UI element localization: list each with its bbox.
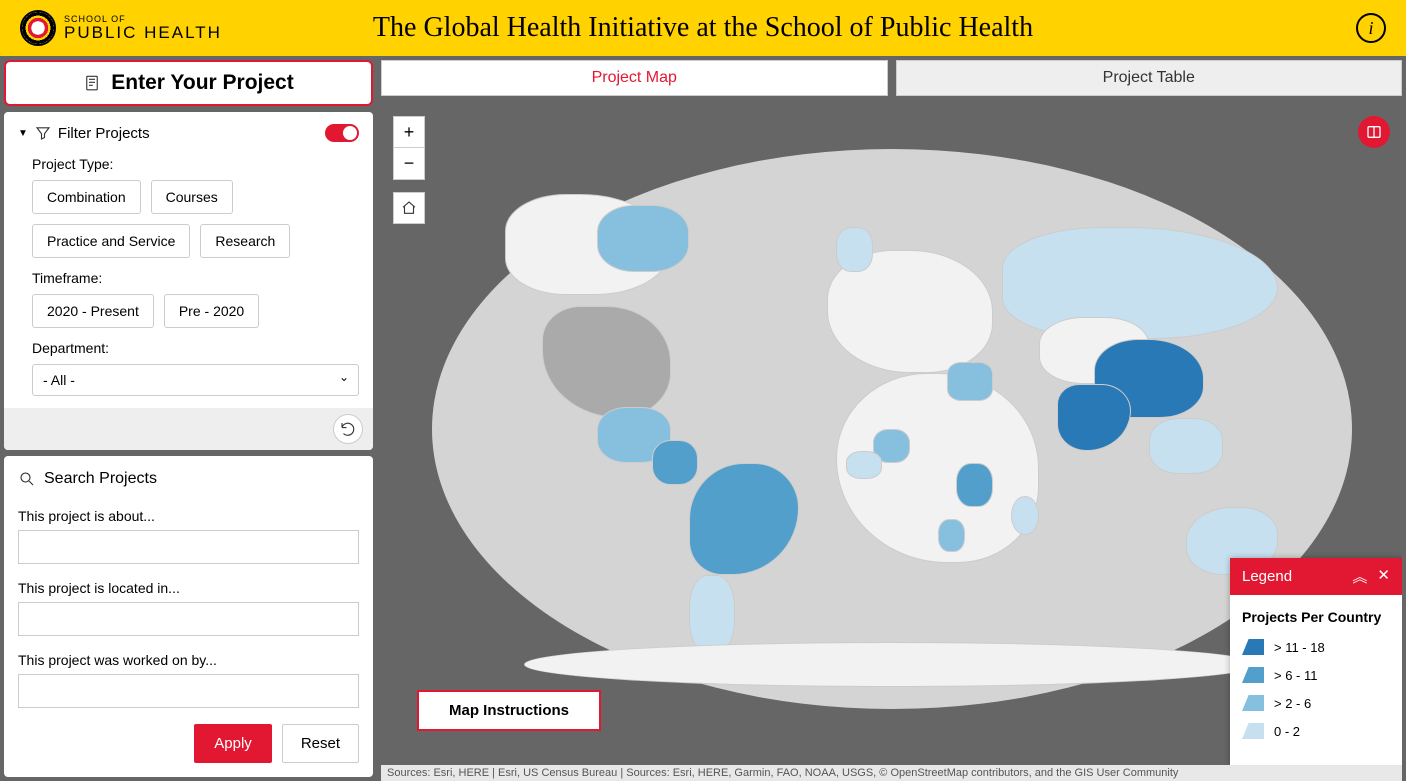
search-icon <box>18 470 36 488</box>
legend-panel: Legend ︽ ✕ Projects Per Country > 11 - 1… <box>1230 558 1402 765</box>
legend-toggle-button[interactable] <box>1358 116 1390 148</box>
zoom-in-button[interactable]: + <box>393 116 425 148</box>
undo-icon <box>339 420 357 438</box>
about-input[interactable] <box>18 530 359 564</box>
tab-project-map[interactable]: Project Map <box>381 60 888 96</box>
located-input[interactable] <box>18 602 359 636</box>
filter-title: Filter Projects <box>58 125 319 142</box>
apply-button[interactable]: Apply <box>194 724 272 763</box>
project-type-chip[interactable]: Courses <box>151 180 233 214</box>
legend-item-label: > 11 - 18 <box>1274 640 1325 655</box>
collapse-caret-icon[interactable]: ▼ <box>18 128 28 139</box>
header-bar: SCHOOL OF PUBLIC HEALTH The Global Healt… <box>0 0 1406 56</box>
timeframe-chip[interactable]: 2020 - Present <box>32 294 154 328</box>
legend-item-label: 0 - 2 <box>1274 724 1300 739</box>
timeframe-label: Timeframe: <box>32 270 359 286</box>
legend-swatch <box>1242 695 1264 711</box>
enter-project-label: Enter Your Project <box>111 71 293 95</box>
enter-project-button[interactable]: Enter Your Project <box>4 60 373 106</box>
project-type-chip[interactable]: Practice and Service <box>32 224 190 258</box>
map-instructions-button[interactable]: Map Instructions <box>417 690 601 731</box>
legend-item: > 11 - 18 <box>1242 639 1390 655</box>
search-title: Search Projects <box>44 470 157 488</box>
legend-collapse-icon[interactable]: ︽ <box>1352 566 1367 587</box>
legend-header-title: Legend <box>1242 568 1352 585</box>
home-extent-button[interactable] <box>393 192 425 224</box>
content-area: Project Map Project Table <box>377 56 1406 781</box>
worked-input[interactable] <box>18 674 359 708</box>
filter-icon <box>34 124 52 142</box>
org-logo-block: SCHOOL OF PUBLIC HEALTH <box>20 10 222 46</box>
umd-seal-icon <box>20 10 56 46</box>
page-title: The Global Health Initiative at the Scho… <box>373 12 1033 44</box>
panels-icon <box>1366 124 1382 140</box>
legend-item: 0 - 2 <box>1242 723 1390 739</box>
world-map[interactable] <box>432 149 1352 709</box>
project-type-chip[interactable]: Combination <box>32 180 141 214</box>
project-type-label: Project Type: <box>32 156 359 172</box>
map-area[interactable]: + − Map Instructions Legend ︽ ✕ <box>381 104 1402 781</box>
legend-item: > 2 - 6 <box>1242 695 1390 711</box>
legend-title: Projects Per Country <box>1242 609 1390 625</box>
form-icon <box>83 74 101 92</box>
legend-swatch <box>1242 639 1264 655</box>
legend-item: > 6 - 11 <box>1242 667 1390 683</box>
filter-panel: ▼ Filter Projects Project Type: Combinat… <box>4 112 373 450</box>
legend-item-label: > 6 - 11 <box>1274 668 1317 683</box>
department-select[interactable]: - All - <box>32 364 359 396</box>
filter-toggle[interactable] <box>325 124 359 142</box>
legend-item-label: > 2 - 6 <box>1274 696 1311 711</box>
info-button[interactable]: i <box>1356 13 1386 43</box>
tab-project-table[interactable]: Project Table <box>896 60 1403 96</box>
reset-filters-button[interactable] <box>333 414 363 444</box>
zoom-out-button[interactable]: − <box>393 148 425 180</box>
sidebar: Enter Your Project ▼ Filter Projects Pro… <box>0 56 377 781</box>
timeframe-chip[interactable]: Pre - 2020 <box>164 294 259 328</box>
home-icon <box>400 199 418 217</box>
legend-swatch <box>1242 723 1264 739</box>
legend-close-icon[interactable]: ✕ <box>1377 566 1390 587</box>
search-panel: Search Projects This project is about...… <box>4 456 373 777</box>
worked-label: This project was worked on by... <box>18 652 359 668</box>
project-type-chip[interactable]: Research <box>200 224 290 258</box>
located-label: This project is located in... <box>18 580 359 596</box>
map-attribution: Sources: Esri, HERE | Esri, US Census Bu… <box>381 765 1402 781</box>
org-name: SCHOOL OF PUBLIC HEALTH <box>64 15 222 42</box>
reset-button[interactable]: Reset <box>282 724 359 763</box>
legend-swatch <box>1242 667 1264 683</box>
department-label: Department: <box>32 340 359 356</box>
about-label: This project is about... <box>18 508 359 524</box>
